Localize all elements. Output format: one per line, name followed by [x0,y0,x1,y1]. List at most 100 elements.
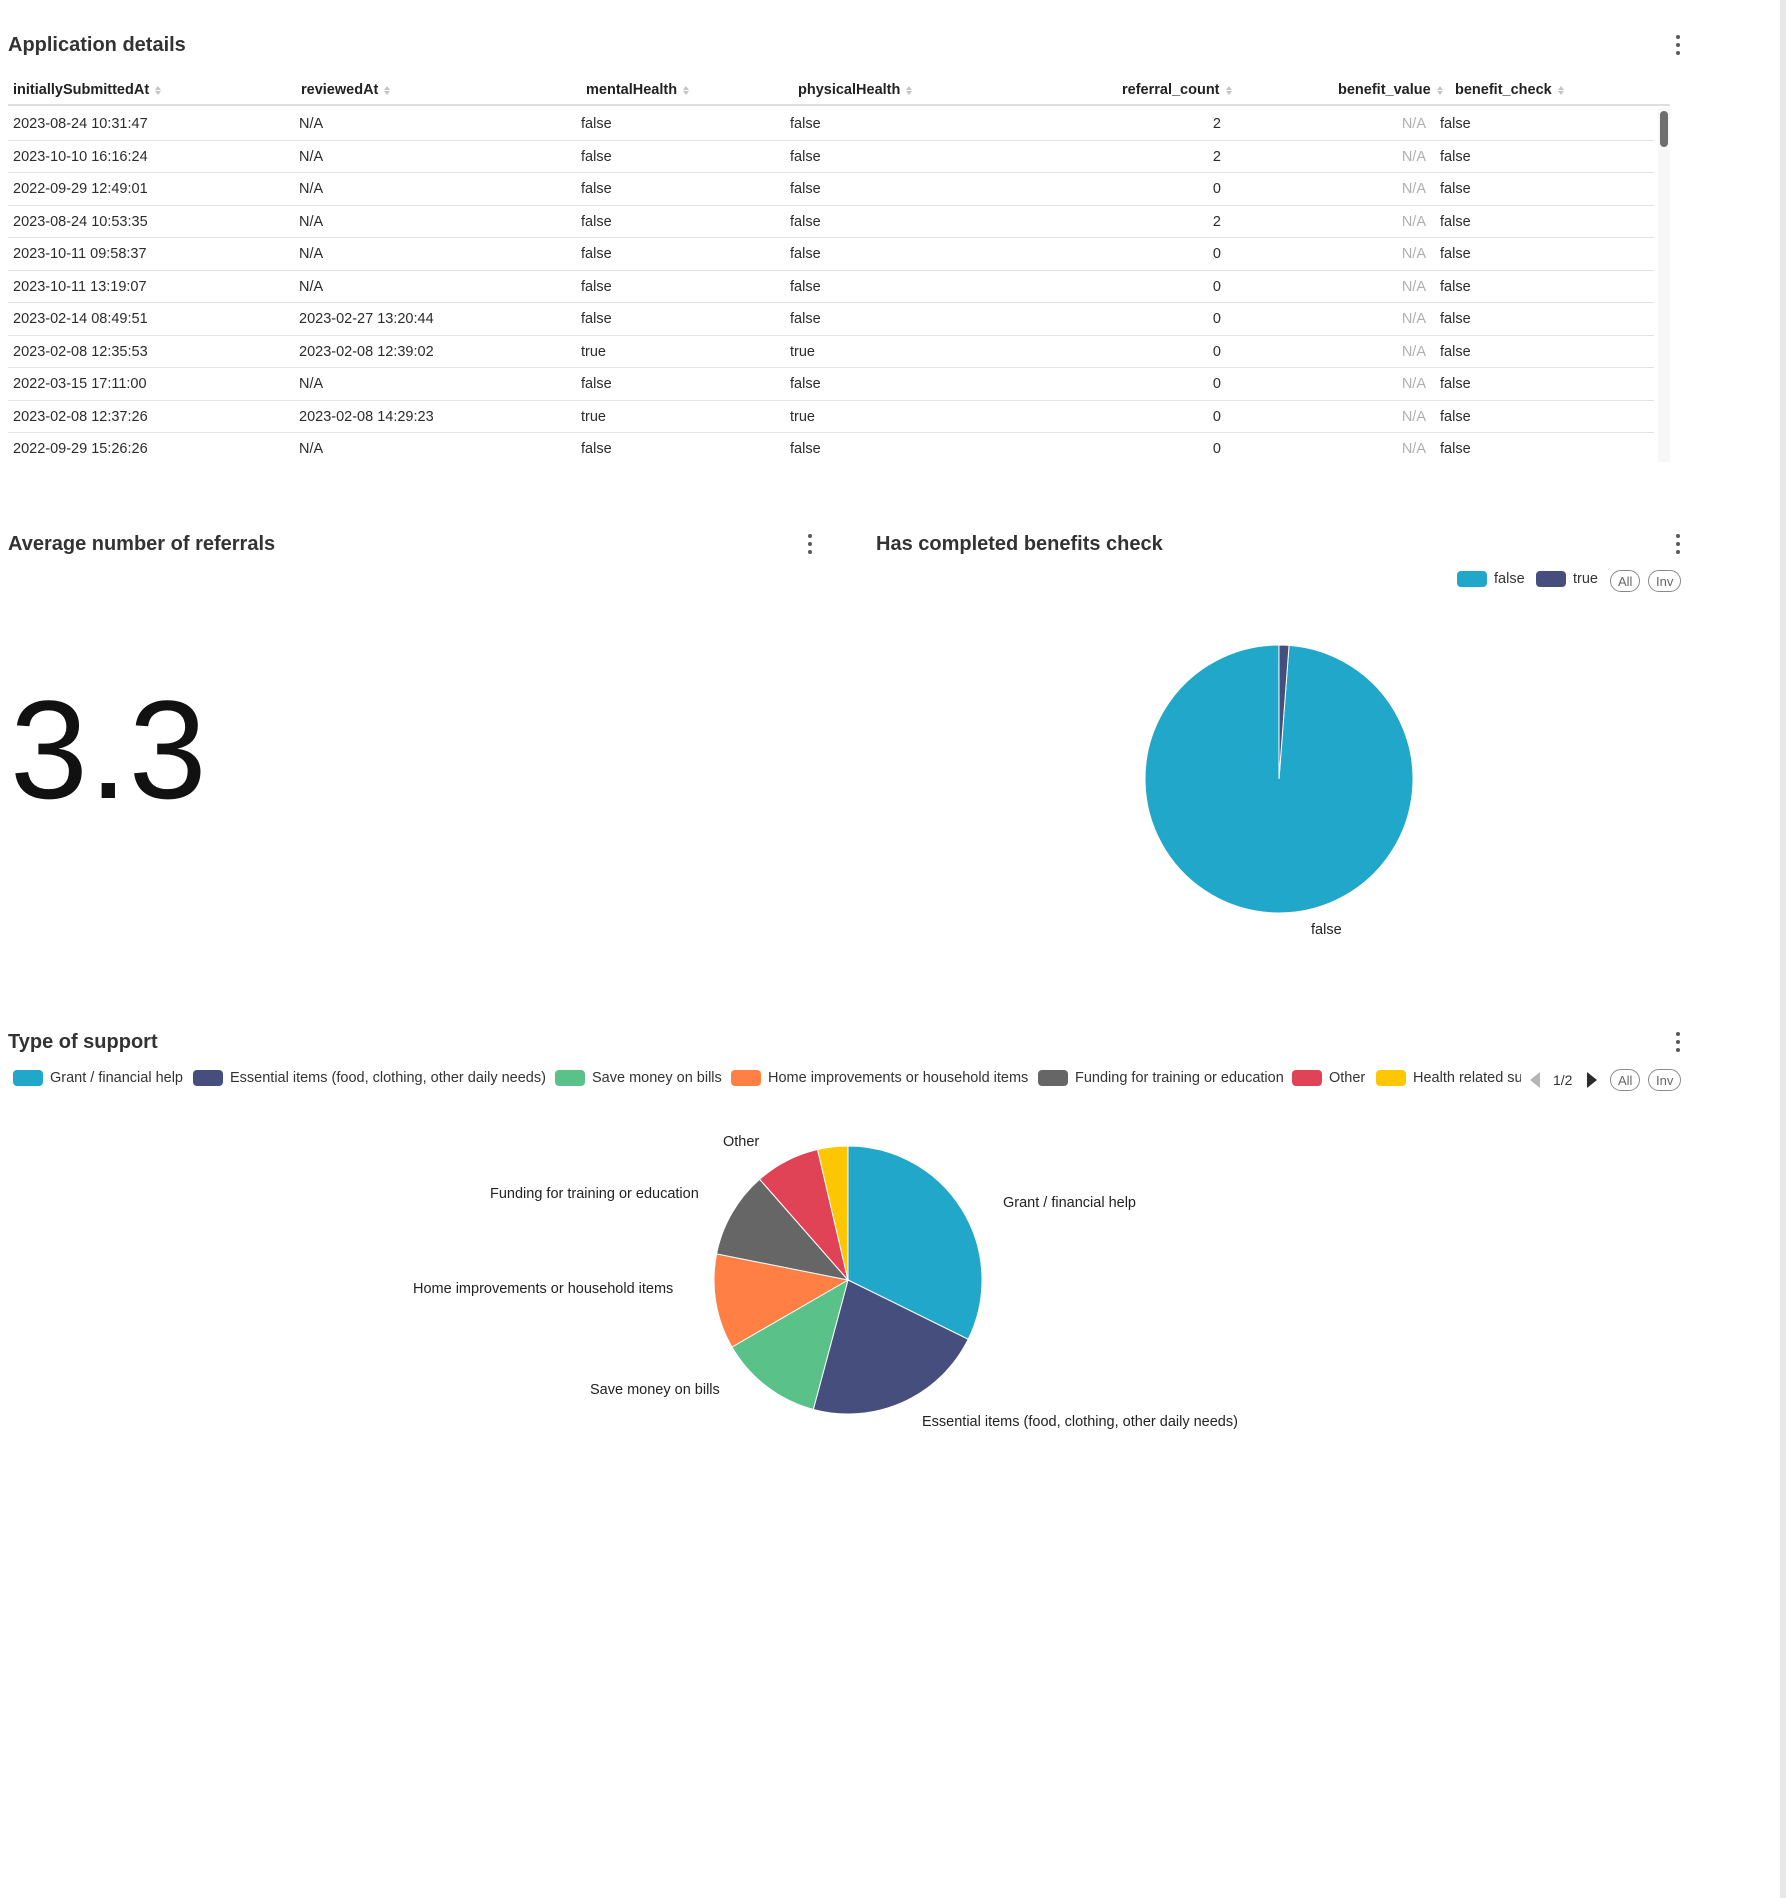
pie-slice[interactable] [812,1279,969,1415]
pie-slice[interactable] [1278,644,1290,780]
table-row[interactable]: 2023-08-24 10:31:47 N/A false false 2 N/A fals… [8,108,1654,141]
legend-label: Grant / financial help [50,1070,183,1086]
cell-referral_count: 2 [1212,213,1221,230]
table-row[interactable]: 2022-03-15 17:11:00 N/A false false 0 N/A fals… [8,368,1654,401]
legend-item[interactable]: Other [1292,1070,1365,1086]
cell-reviewedAt: N/A [299,278,324,295]
cell-referral_count: 0 [1212,441,1221,457]
more-options-icon[interactable] [1668,531,1688,557]
cell-benefit_check: false [1440,116,1471,132]
slice-label: Other [723,1134,760,1150]
cell-benefit_value: N/A [1401,311,1426,327]
sort-icon[interactable] [905,85,913,96]
column-header-benefit_check[interactable]: benefit_check [1455,82,1565,98]
cell-initiallySubmittedAt: 2023-10-11 13:19:07 [13,278,147,295]
legend-pager: 1/2 [1553,1072,1573,1088]
cell-benefit_value: N/A [1401,116,1426,132]
table-row[interactable]: 2023-02-08 12:35:53 2023-02-08 12:39:02 tr… [8,336,1654,368]
cell-physicalHealth: false [790,181,821,197]
cell-reviewedAt: 2023-02-08 12:39:02 [299,343,434,360]
legend-prev-page-icon[interactable] [1530,1072,1540,1088]
cell-referral_count: 0 [1212,376,1221,392]
pie-slice[interactable] [816,1145,849,1281]
table-row[interactable]: 2023-08-24 10:53:35 N/A false false 2 N/A fals… [8,206,1654,238]
cell-benefit_value: N/A [1401,343,1426,360]
slice-label: Home improvements or household items [413,1281,674,1297]
column-header-initiallySubmittedAt[interactable]: initiallySubmittedAt [13,82,162,98]
legend-item[interactable]: Home improvements or household items [731,1070,1028,1086]
cell-reviewedAt: N/A [299,181,324,197]
cell-initiallySubmittedAt: 2023-02-08 12:37:26 [13,408,148,425]
table-row[interactable]: 2023-02-08 12:37:26 2023-02-08 14:29:23 tr… [8,401,1654,433]
pie-slice[interactable] [1144,644,1414,914]
cell-initiallySubmittedAt: 2022-09-29 15:26:26 [13,441,148,457]
legend-item[interactable]: Essential items (food, clothing, other d… [193,1070,546,1086]
cell-initiallySubmittedAt: 2022-03-15 17:11:00 [13,376,147,392]
table-row[interactable]: 2023-02-14 08:49:51 2023-02-27 13:20:44 fa… [8,303,1654,336]
column-header-label: referral_count [1122,82,1220,98]
column-header-mentalHealth[interactable]: mentalHealth [586,82,690,98]
legend-item[interactable]: Save money on bills [555,1070,722,1086]
legend-item[interactable]: Grant / financial help [13,1070,183,1086]
legend-swatch [13,1070,43,1086]
legend-all-button[interactable]: All [1610,1069,1641,1091]
table-scrollbar[interactable] [1658,108,1670,462]
column-header-reviewedAt[interactable]: reviewedAt [301,82,391,98]
more-options-icon[interactable] [800,531,820,557]
legend-label: Home improvements or household items [768,1070,1029,1086]
cell-initiallySubmittedAt: 2023-02-08 12:35:53 [13,343,148,360]
cell-reviewedAt: N/A [299,246,324,262]
cell-physicalHealth: true [790,343,815,360]
table-row[interactable]: 2023-10-11 09:58:37 N/A false false 0 N/A fals… [8,238,1654,271]
scrollbar-thumb[interactable] [1660,111,1668,147]
column-header-label: initiallySubmittedAt [13,82,150,98]
column-header-physicalHealth[interactable]: physicalHealth [798,82,913,98]
sort-icon[interactable] [682,85,690,96]
table-row[interactable]: 2022-09-29 15:26:26 N/A false false 0 N/A fals… [8,433,1654,462]
cell-benefit_check: false [1440,408,1471,425]
more-options-icon[interactable] [1668,1029,1688,1055]
cell-physicalHealth: false [790,246,821,262]
sort-icon[interactable] [383,85,391,96]
sort-icon[interactable] [1225,85,1233,96]
pie-slice[interactable] [715,1178,850,1281]
cell-reviewedAt: 2023-02-08 14:29:23 [299,408,434,425]
cell-mentalHealth: false [581,246,612,262]
legend-item[interactable]: Health related su [1376,1070,1521,1086]
table-row[interactable]: 2022-09-29 12:49:01 N/A false false 0 N/A fals… [8,173,1654,206]
sort-icon[interactable] [1436,85,1444,96]
cell-reviewedAt: N/A [299,441,324,457]
cell-benefit_value: N/A [1401,148,1426,165]
legend-all-button[interactable]: All [1610,570,1641,592]
legend-item[interactable]: Funding for training or education [1038,1070,1284,1086]
pie-slice[interactable] [731,1278,849,1411]
legend-item-true[interactable]: true [1536,571,1598,587]
sort-icon[interactable] [1557,85,1565,96]
sort-icon[interactable] [154,85,162,96]
cell-initiallySubmittedAt: 2023-10-10 16:16:24 [13,148,148,165]
panel-title: Application details [8,34,186,56]
legend-invert-button[interactable]: Inv [1648,570,1682,592]
cell-referral_count: 0 [1212,278,1221,295]
pie-slice[interactable] [847,1145,983,1340]
legend-label: Other [1329,1070,1366,1086]
table-row[interactable]: 2023-10-11 13:19:07 N/A false false 0 N/A fals… [8,271,1654,303]
legend-swatch [1457,571,1487,587]
cell-reviewedAt: 2023-02-27 13:20:44 [299,311,434,327]
column-header-benefit_value[interactable]: benefit_value [1338,82,1444,98]
legend-invert-button[interactable]: Inv [1648,1069,1682,1091]
cell-physicalHealth: true [790,408,815,425]
pie-slice[interactable] [713,1253,850,1348]
legend-item-false[interactable]: false [1457,571,1525,587]
more-options-icon[interactable] [1668,32,1688,58]
pie-slice[interactable] [758,1148,849,1281]
legend-label: true [1573,571,1598,587]
table-row[interactable]: 2023-10-10 16:16:24 N/A false false 2 N/A fals… [8,141,1654,173]
cell-reviewedAt: N/A [299,116,324,132]
column-header-referral_count[interactable]: referral_count [1122,82,1233,98]
cell-referral_count: 0 [1212,246,1221,262]
slice-label: Save money on bills [590,1382,720,1398]
cell-referral_count: 0 [1212,311,1221,327]
cell-initiallySubmittedAt: 2022-09-29 12:49:01 [13,181,148,197]
legend-next-page-icon[interactable] [1587,1072,1597,1088]
